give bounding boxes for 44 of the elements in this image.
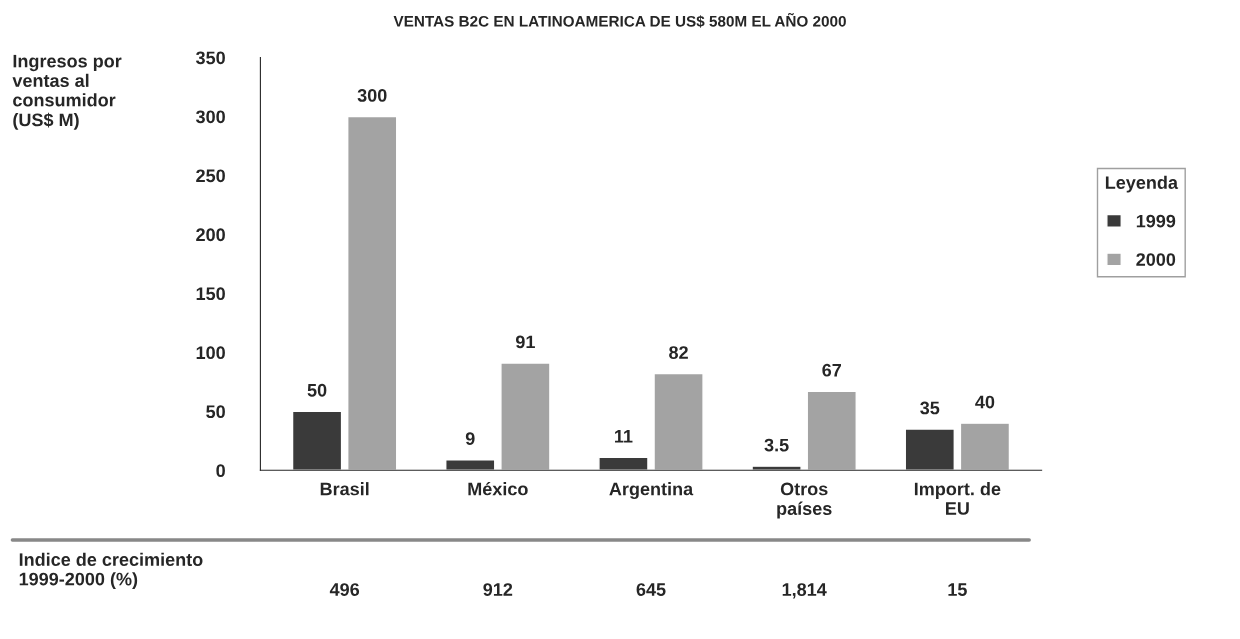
text: Indice de crecimiento 1999-2000 (%) [19, 552, 203, 590]
y-tick-label: 250 [196, 169, 225, 183]
legend-title: Leyenda [1105, 175, 1179, 193]
bar [500, 362, 551, 471]
text: 496 [329, 583, 360, 596]
legend-label: 2000 [1136, 253, 1176, 266]
bar [959, 422, 1011, 471]
y-tick-label: 200 [196, 228, 225, 242]
data-label: 9 [465, 432, 475, 446]
data-label: 300 [357, 89, 387, 102]
x-tick-label: México [468, 481, 528, 496]
x-tick-label: Argentina [609, 482, 694, 500]
chart-title: VENTAS B2C EN LATINOAMERICA DE US$ 580M EL AÑO 2000 [393, 12, 846, 28]
bar [904, 428, 955, 471]
bar [291, 410, 343, 471]
data-label: 91 [515, 335, 535, 349]
text: 15 [948, 583, 967, 596]
data-label: 11 [615, 430, 633, 443]
x-tick-label: Otros países [777, 482, 832, 519]
bar [445, 458, 496, 471]
data-label: 3.5 [764, 438, 789, 452]
bar [751, 465, 802, 471]
legend-label: 1999 [1136, 214, 1176, 228]
data-label: 40 [975, 395, 995, 409]
y-tick-label: 300 [195, 110, 225, 124]
y-tick-label: 350 [195, 51, 225, 65]
y-axis-title: Ingresos por ventas al consumidor (US$ M) [12, 54, 122, 130]
y-tick-label: 100 [196, 346, 225, 360]
data-label: 50 [307, 383, 327, 397]
bar [806, 390, 857, 471]
bar [653, 372, 704, 471]
text: 1,814 [782, 583, 827, 599]
bar [598, 456, 649, 471]
data-label: 82 [669, 346, 688, 359]
bar [347, 115, 398, 471]
data-label: 35 [920, 401, 940, 415]
x-tick-label: Brasil [320, 482, 369, 496]
text: 912 [483, 583, 513, 596]
y-tick-label: 50 [206, 405, 225, 419]
data-label: 67 [822, 363, 841, 377]
y-tick-label: 0 [216, 464, 225, 478]
x-tick-label: Import. de EU [914, 482, 1001, 515]
y-tick-label: 150 [196, 287, 225, 301]
text: 645 [636, 583, 666, 596]
